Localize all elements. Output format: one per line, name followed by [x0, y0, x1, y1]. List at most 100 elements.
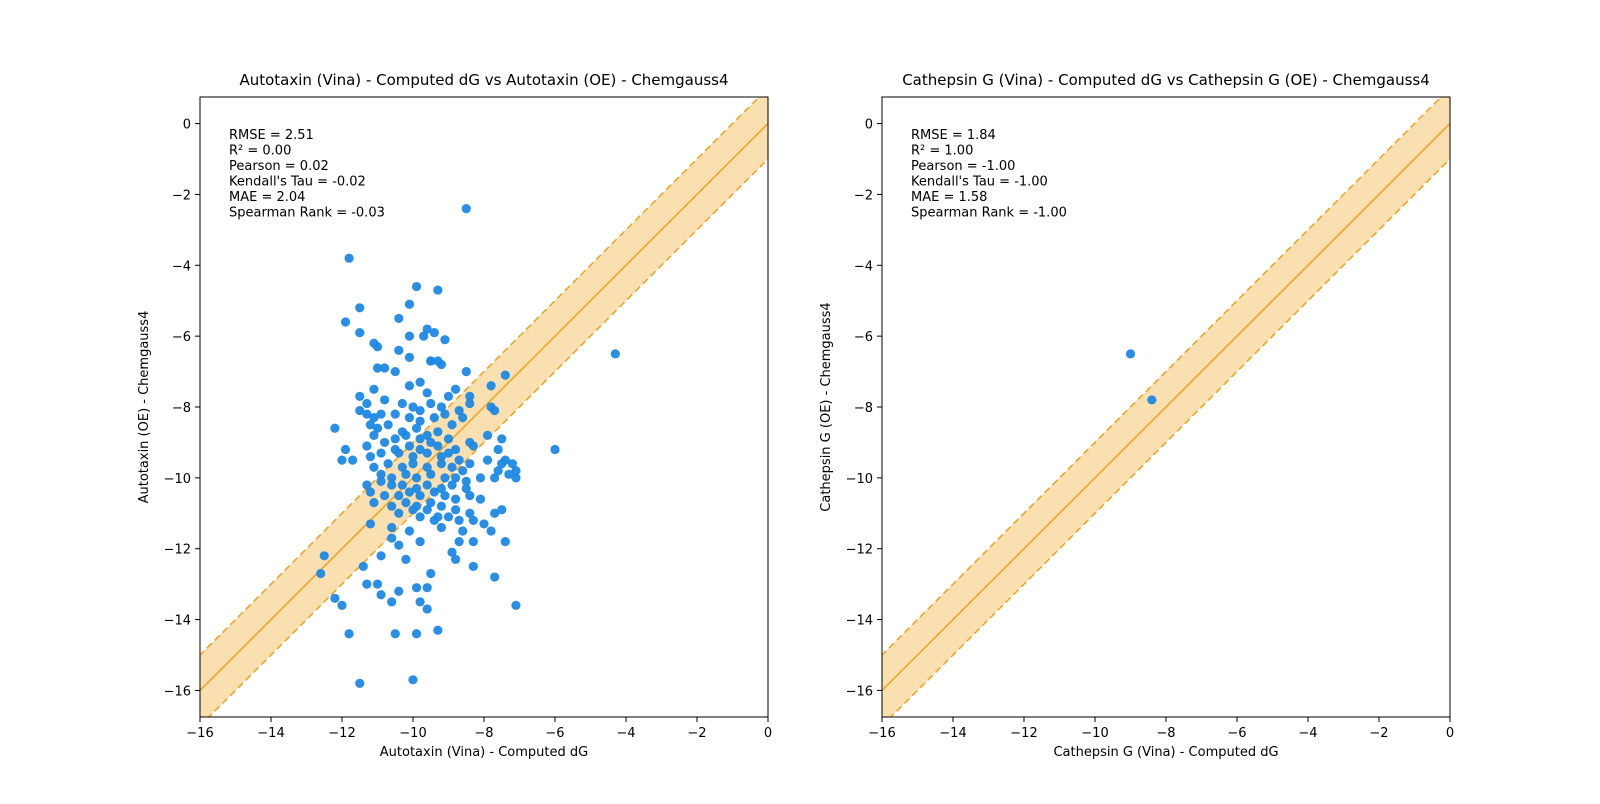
y-tick-label: −4 — [172, 259, 191, 274]
stat-line: Spearman Rank = -0.03 — [229, 206, 385, 221]
data-point — [447, 547, 457, 557]
data-point — [454, 455, 464, 465]
data-point — [482, 455, 493, 465]
data-point — [376, 590, 386, 600]
data-point — [348, 455, 358, 465]
data-point — [490, 508, 500, 518]
data-point — [461, 204, 471, 214]
x-tick-label: 0 — [764, 726, 772, 741]
data-point — [422, 604, 432, 614]
x-tick-label: −16 — [868, 726, 895, 741]
data-point — [415, 405, 425, 416]
data-point — [440, 490, 450, 501]
data-point — [490, 572, 500, 582]
data-point — [468, 561, 478, 572]
data-point — [376, 409, 386, 419]
data-point — [330, 593, 340, 603]
data-point — [404, 381, 415, 391]
data-point — [330, 423, 340, 433]
data-point — [394, 540, 404, 550]
y-tick-label: −6 — [854, 330, 873, 345]
data-point — [369, 430, 379, 440]
data-point — [426, 437, 436, 448]
data-point — [394, 345, 404, 355]
y-axis-label: Cathepsin G (OE) - Chemgauss4 — [819, 302, 834, 511]
data-point — [411, 281, 422, 292]
y-tick-label: 0 — [865, 118, 873, 133]
data-point — [468, 537, 478, 547]
data-point — [404, 352, 415, 362]
data-point — [429, 328, 439, 338]
data-point — [355, 405, 365, 416]
data-point — [1147, 395, 1157, 405]
data-point — [507, 459, 517, 469]
data-point — [440, 473, 450, 483]
data-point — [387, 522, 397, 533]
x-tick-label: −2 — [1369, 726, 1388, 741]
y-tick-label: −12 — [846, 543, 873, 558]
stat-line: MAE = 2.04 — [229, 190, 305, 205]
data-point — [369, 462, 379, 472]
data-point — [610, 349, 620, 359]
data-point — [337, 600, 347, 611]
y-tick-label: −10 — [164, 472, 191, 487]
data-point — [376, 551, 386, 561]
data-point — [404, 487, 415, 497]
data-point — [369, 384, 379, 394]
data-point — [443, 434, 454, 444]
data-point — [447, 480, 457, 490]
data-point — [380, 363, 390, 373]
data-point — [468, 441, 478, 451]
data-point — [404, 441, 415, 451]
data-point — [362, 409, 372, 419]
data-point — [340, 444, 351, 455]
data-point — [394, 490, 404, 501]
data-point — [369, 498, 379, 508]
stat-line: Spearman Rank = -1.00 — [911, 206, 1067, 221]
data-point — [422, 480, 432, 490]
y-tick-label: −2 — [172, 188, 191, 203]
data-point — [497, 505, 507, 515]
data-point — [415, 377, 425, 387]
data-point — [436, 483, 446, 494]
data-point — [401, 498, 411, 508]
data-point — [486, 526, 496, 536]
y-tick-label: −14 — [164, 614, 191, 629]
x-tick-label: −12 — [1010, 726, 1037, 741]
y-tick-label: −8 — [854, 401, 873, 416]
data-point — [337, 455, 347, 465]
y-tick-label: −6 — [172, 330, 191, 345]
data-point — [401, 554, 411, 564]
data-point — [383, 459, 393, 469]
data-point — [479, 519, 489, 529]
data-point — [362, 480, 372, 490]
data-point — [451, 473, 461, 483]
data-point — [394, 508, 404, 518]
data-point — [376, 469, 386, 479]
chart-title: Cathepsin G (Vina) - Computed dG vs Cath… — [902, 71, 1430, 89]
data-point — [344, 253, 354, 263]
data-point — [415, 490, 425, 501]
data-point — [436, 402, 446, 412]
upper-band-line — [200, 97, 761, 657]
data-point — [390, 409, 400, 419]
data-point — [316, 568, 326, 579]
data-point — [387, 473, 397, 483]
data-point — [475, 473, 486, 483]
data-point — [454, 405, 464, 416]
data-point — [504, 469, 514, 479]
stat-line: R² = 1.00 — [911, 144, 973, 159]
y-tick-label: −12 — [164, 543, 191, 558]
data-point — [408, 452, 418, 462]
data-point — [411, 423, 422, 433]
data-point — [468, 515, 478, 525]
data-point — [443, 448, 454, 458]
data-point — [408, 402, 418, 412]
data-point — [433, 441, 443, 451]
y-tick-label: −16 — [846, 684, 873, 699]
data-point — [415, 416, 425, 426]
data-point — [404, 413, 415, 423]
data-point — [404, 299, 415, 309]
data-point — [319, 551, 329, 561]
